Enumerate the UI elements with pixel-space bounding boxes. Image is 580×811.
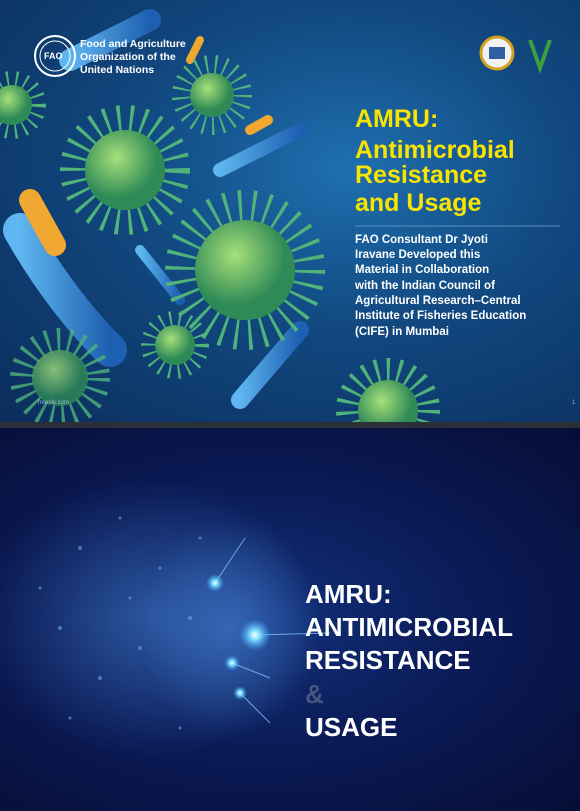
title-ampersand: & <box>305 679 324 709</box>
description: Iravane Developed this <box>355 249 481 261</box>
virus <box>0 55 440 422</box>
title: AMRU: <box>355 105 439 133</box>
title: AMRU: <box>305 579 392 609</box>
org-name: Food and Agriculture <box>80 38 186 50</box>
org-name: United Nations <box>80 64 155 76</box>
title: USAGE <box>305 712 398 742</box>
page-number: 1 <box>572 400 576 406</box>
image-credit: freepik.com <box>38 400 70 406</box>
logo-text: FAO <box>44 51 63 61</box>
description: Material in Collaboration <box>355 264 490 276</box>
slide-title: AMRU: ANTIMICROBIAL RESISTANCE & USAGE <box>0 428 580 811</box>
particle-network <box>0 478 331 758</box>
org-name: Organization of the <box>80 51 176 63</box>
virus-illustration <box>0 9 560 422</box>
fao-logo <box>34 35 76 77</box>
description: with the Indian Council of <box>355 280 495 292</box>
title: Antimicrobial <box>355 136 515 164</box>
title: RESISTANCE <box>305 645 471 675</box>
title: ANTIMICROBIAL <box>305 612 513 642</box>
description: (CIFE) in Mumbai <box>355 326 449 338</box>
partner-logos <box>479 35 552 74</box>
description: FAO Consultant Dr Jyoti <box>355 234 488 246</box>
slide-cover: FAO Food and Agriculture Organization of… <box>0 0 580 422</box>
description: Institute of Fisheries Education <box>355 310 527 322</box>
description: Agricultural Research–Central <box>355 295 521 307</box>
title: and Usage <box>355 189 482 217</box>
separator <box>0 422 580 428</box>
title: Resistance <box>355 161 488 189</box>
